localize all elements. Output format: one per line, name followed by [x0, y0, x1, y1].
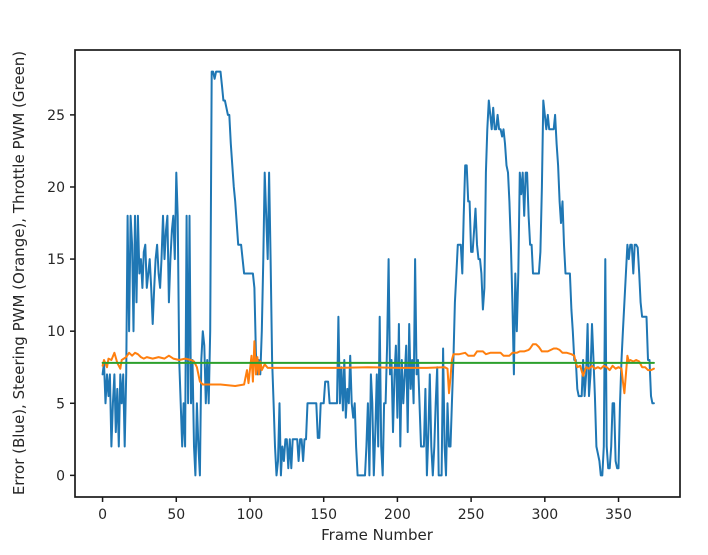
x-axis-label: Frame Number — [321, 526, 434, 544]
x-tick-label: 50 — [167, 507, 185, 523]
y-axis-label: Error (Blue), Steering PWM (Orange), Thr… — [10, 51, 28, 495]
series-line-steering_pwm — [101, 340, 655, 395]
y-tick-label: 0 — [56, 468, 65, 484]
x-tick-label: 350 — [605, 507, 632, 523]
x-tick-label: 250 — [458, 507, 485, 523]
ticks-group: 0 50 100 150 200 250 300 350 0 5 10 15 20 25 — [47, 108, 632, 523]
axes-spines — [74, 49, 681, 498]
series-group — [101, 70, 655, 477]
x-tick-label: 300 — [531, 507, 558, 523]
y-tick-label: 10 — [47, 324, 65, 340]
x-tick-label: 100 — [237, 507, 264, 523]
x-tick-label: 200 — [384, 507, 411, 523]
y-tick-label: 25 — [47, 108, 65, 124]
x-tick-label: 150 — [310, 507, 337, 523]
y-tick-label: 20 — [47, 180, 65, 196]
x-tick-label: 0 — [98, 507, 107, 523]
y-tick-label: 5 — [56, 396, 65, 412]
y-tick-label: 15 — [47, 252, 65, 268]
series-line-error — [101, 70, 655, 477]
